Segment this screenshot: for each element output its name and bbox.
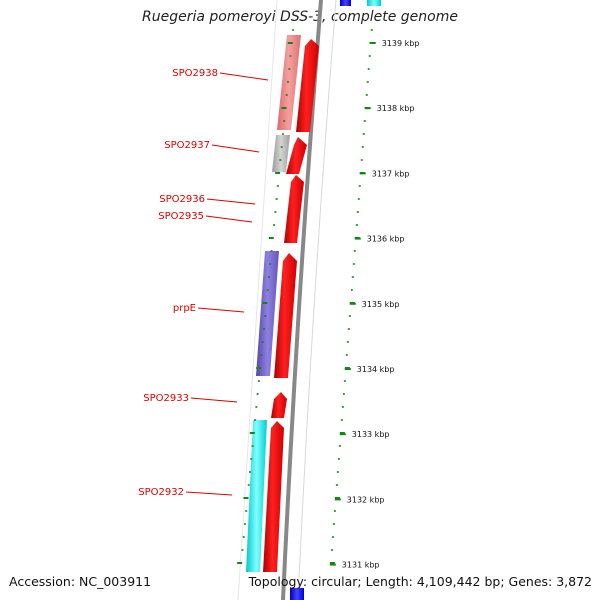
kbp-scale-label: 3134 kbp — [357, 365, 395, 374]
backbone-inner-rim — [237, 0, 278, 600]
gene-spo2936-arrow — [284, 175, 304, 243]
map-title: Ruegeria pomeroyi DSS-3, complete genome — [142, 9, 458, 25]
kbp-scale-labels: 3139 kbp 3138 kbp 3137 kbp 3136 kbp 3135 kbp… — [329, 39, 420, 570]
gene-label: SPO2932 — [138, 487, 184, 498]
gene-prpe-feature — [256, 251, 279, 376]
gene-label: prpE — [173, 303, 196, 314]
gene-spo2933-arrow — [271, 392, 287, 418]
kbp-scale-label: 3139 kbp — [382, 39, 420, 48]
genome-summary-text: Topology: circular; Length: 4,109,442 bp… — [248, 574, 592, 589]
gene-feature-top-cyan — [367, 0, 381, 6]
gene-spo2937-feature — [272, 135, 290, 172]
gene-spo2938-arrow — [296, 39, 319, 132]
backbone-outer-rim — [297, 0, 337, 600]
gene-leader-line — [219, 72, 269, 81]
accession-text: Accession: NC_003911 — [9, 574, 152, 589]
gene-spo2937-arrow — [286, 137, 307, 174]
kbp-scale-label: 3135 kbp — [362, 300, 400, 309]
gene-label: SPO2936 — [159, 194, 205, 205]
gene-feature-bottom-blue — [290, 588, 304, 600]
gene-leader-line — [197, 307, 245, 313]
gene-feature-top-blue — [340, 0, 351, 6]
gene-label: SPO2938 — [172, 68, 218, 79]
gene-label: SPO2937 — [164, 140, 210, 151]
gene-spo2932-feature — [246, 420, 267, 572]
kbp-scale-label: 3133 kbp — [352, 430, 390, 439]
gene-spo2934-arrow — [274, 253, 297, 378]
gene-label: SPO2933 — [143, 393, 189, 404]
gene-leader-line — [205, 215, 253, 223]
kbp-scale-label: 3132 kbp — [347, 495, 385, 504]
kbp-scale-label: 3136 kbp — [367, 235, 405, 244]
gene-leader-line — [185, 491, 233, 496]
kbp-scale-label: 3138 kbp — [377, 104, 415, 113]
gene-leader-line — [206, 198, 256, 205]
kbp-scale-label: 3137 kbp — [372, 169, 410, 178]
kbp-scale-label: 3131 kbp — [342, 561, 380, 570]
gene-leader-line — [190, 397, 238, 403]
gene-leader-line — [211, 144, 260, 153]
gene-label: SPO2935 — [158, 211, 204, 222]
outer-tick-scale — [329, 29, 375, 564]
gene-spo2932-arrow — [263, 421, 284, 572]
inner-tick-scale — [237, 29, 295, 564]
gene-label-group: SPO2938 SPO2937 SPO2936 SPO2935 prpE SPO… — [138, 68, 269, 498]
